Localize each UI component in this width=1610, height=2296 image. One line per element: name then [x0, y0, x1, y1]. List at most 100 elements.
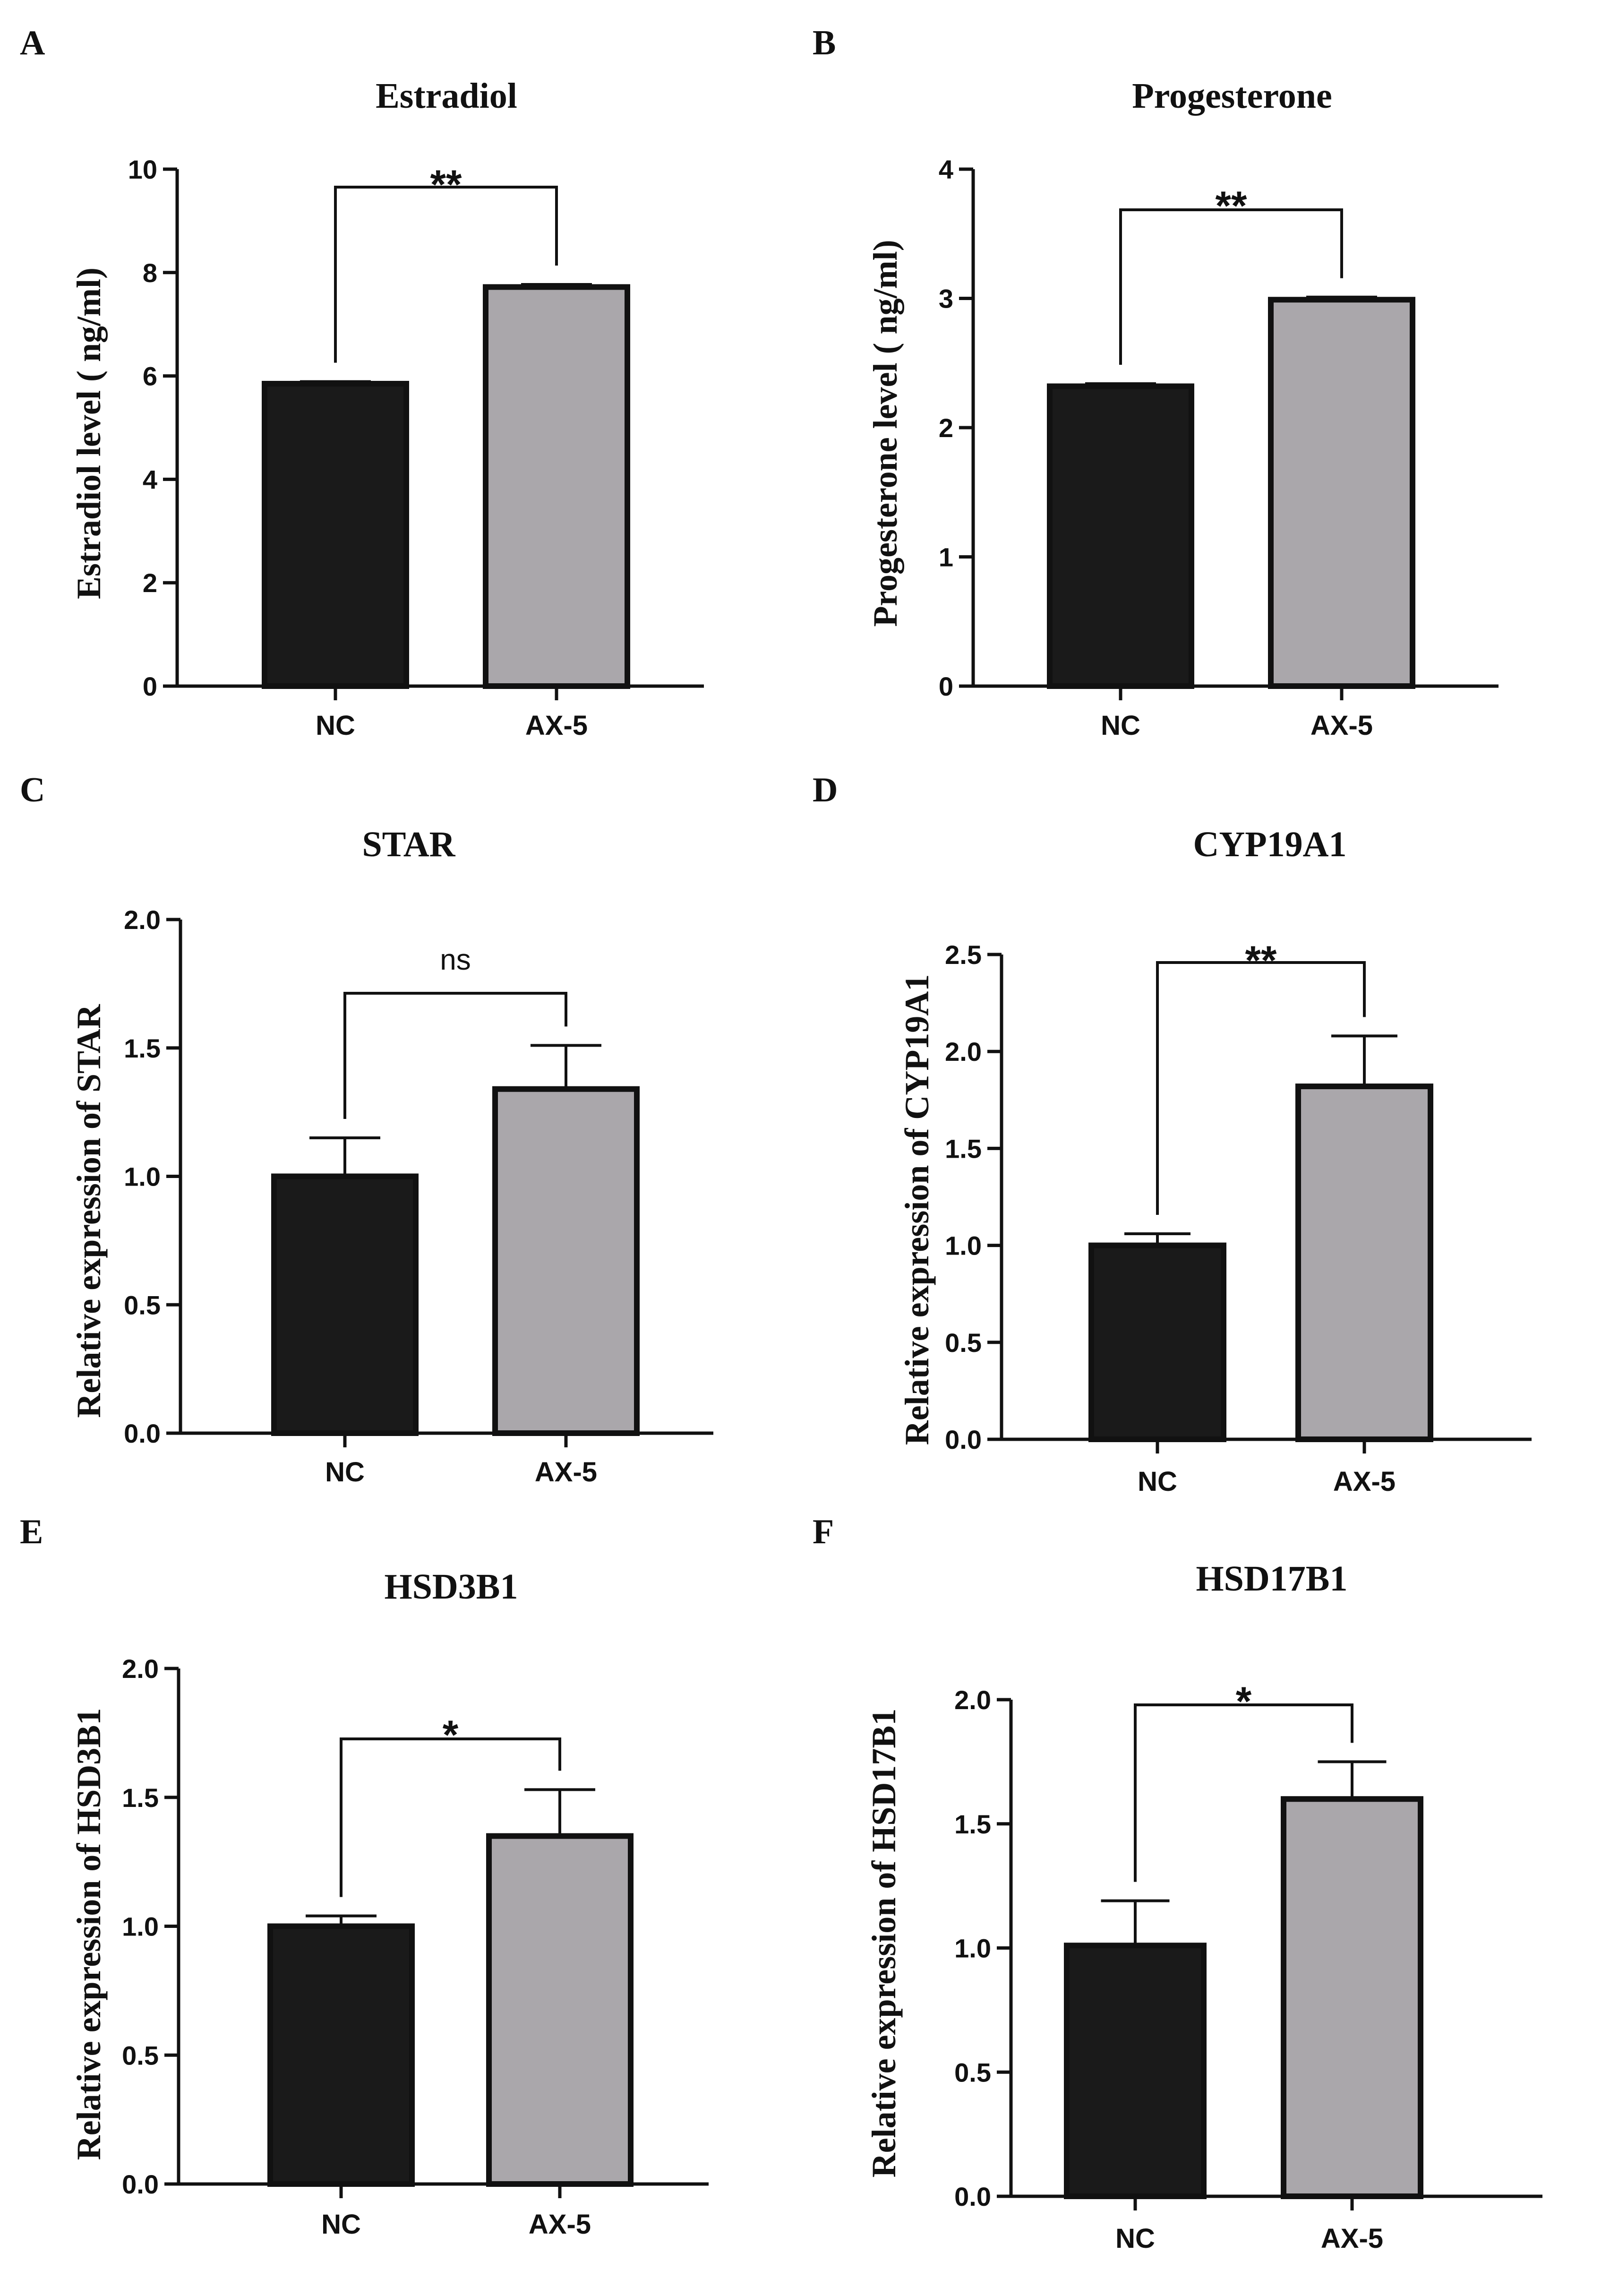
panel-e-x-tick-label-ax-5: AX-5: [529, 2209, 591, 2240]
panel-a-error-bar-ax-5: [521, 283, 592, 287]
panel-b-y-tick-label: 2: [939, 413, 953, 443]
panel-b-bar-ax-5: [1268, 297, 1415, 689]
panel-f-y-tick-label: 2.0: [954, 1685, 991, 1715]
panel-e-y-tick-label: 1.0: [122, 1912, 159, 1942]
panel-d-y-tick-label: 2.0: [945, 1037, 982, 1066]
panel-b-letter: B: [813, 24, 836, 62]
panel-f-y-tick-label: 0.5: [954, 2057, 991, 2087]
panel-a-x-tick-label-ax-5: AX-5: [525, 710, 588, 741]
panel-a-y-tick-label: 2: [143, 568, 157, 598]
panel-e-y-axis-label: Relative expression of HSD3B1: [70, 1708, 108, 2160]
panel-b-y-axis-label: Progesterone level ( ng/ml): [866, 240, 904, 627]
panel-a-significance-label: **: [430, 162, 462, 207]
panel-f-significance-bracket: [1134, 1703, 1353, 1882]
panel-c-y-tick-label: 1.5: [124, 1033, 161, 1063]
panel-c-title: STAR: [362, 825, 455, 864]
panel-c-letter: C: [20, 771, 45, 809]
panel-a-letter: A: [20, 24, 45, 62]
panel-d-y-tick-label: 0.5: [945, 1328, 982, 1358]
panel-b-y-tick-label: 1: [939, 542, 953, 572]
panel-b-significance-bracket: [1119, 208, 1343, 365]
panel-b-error-bar-nc: [1085, 382, 1156, 387]
panel-d-x-tick-label-nc: NC: [1138, 1466, 1177, 1497]
panel-a-y-tick-label: 8: [143, 258, 157, 288]
panel-f-y-tick-label: 1.0: [954, 1934, 991, 1963]
panel-f-x-tick-label-nc: NC: [1115, 2223, 1155, 2254]
panel-e-letter: E: [20, 1513, 43, 1551]
panel-a-x-tick-label-nc: NC: [316, 710, 355, 741]
panel-b-title: Progesterone: [1132, 76, 1332, 116]
panel-c-bar-ax-5: [492, 1086, 640, 1436]
panel-d-title: CYP19A1: [1193, 825, 1346, 864]
panel-a-y-tick-label: 0: [143, 671, 157, 701]
panel-e-error-bar-ax-5: [524, 1788, 595, 1836]
panel-e: E HSD3B1 Relative expression of HSD3B1 0.0 0…: [20, 1513, 709, 2240]
panel-e-title: HSD3B1: [385, 1567, 518, 1607]
panel-b-error-bar-ax-5: [1306, 295, 1377, 300]
panel-f-bar-nc: [1064, 1943, 1207, 2200]
panel-e-bar-ax-5: [486, 1833, 634, 2187]
panel-d-significance-bracket: [1156, 961, 1366, 1215]
panel-c: C STAR Relative expression of STAR 0.0 0.5 1.…: [20, 771, 713, 1488]
panel-c-error-bar-ax-5: [531, 1044, 601, 1089]
panel-a-y-tick-label: 10: [128, 155, 157, 184]
panel-f-letter: F: [813, 1513, 834, 1551]
panel-e-error-bar-nc: [306, 1914, 377, 1926]
panel-f-x-tick-label-ax-5: AX-5: [1321, 2223, 1383, 2254]
panel-a-title: Estradiol: [376, 76, 517, 116]
panel-d-y-tick-label: 1.5: [945, 1134, 982, 1163]
panel-d-bar-ax-5: [1295, 1084, 1433, 1442]
panel-c-significance-label: ns: [440, 944, 471, 976]
panel-e-y-tick-label: 0.5: [122, 2040, 159, 2070]
panel-e-y-tick-label: 1.5: [122, 1783, 159, 1813]
panel-d-y-tick-label: 1.0: [945, 1231, 982, 1261]
panel-a-bar-ax-5: [483, 284, 630, 689]
panel-c-y-tick-label: 0.0: [124, 1419, 161, 1448]
panel-f-y-tick-label: 0.0: [954, 2182, 991, 2211]
panel-a-bar-nc: [262, 381, 409, 689]
panel-c-x-tick-label-nc: NC: [325, 1457, 365, 1488]
panel-c-y-tick-label: 0.5: [124, 1290, 161, 1320]
panel-b-x-tick-label-ax-5: AX-5: [1310, 710, 1373, 741]
panel-d-y-tick-label: 0.0: [945, 1425, 982, 1454]
panel-c-y-axis-label: Relative expression of STAR: [70, 1004, 108, 1418]
panel-e-y-tick-label: 0.0: [122, 2169, 159, 2199]
panel-f-error-bar-ax-5: [1318, 1760, 1387, 1799]
panel-c-bar-nc: [271, 1173, 419, 1436]
panel-b: B Progesterone Progesterone level ( ng/ml)…: [813, 24, 1499, 741]
panel-d-letter: D: [813, 771, 838, 809]
panel-e-significance-bracket: [340, 1737, 561, 1897]
panel-c-y-tick-label: 2.0: [124, 905, 161, 935]
panel-a-y-tick-label: 6: [143, 361, 157, 391]
panel-f-error-bar-nc: [1101, 1899, 1170, 1946]
panel-f-title: HSD17B1: [1196, 1559, 1348, 1599]
panel-e-significance-label: *: [443, 1712, 459, 1758]
panel-c-significance-bracket: [343, 992, 567, 1119]
panel-c-error-bar-nc: [309, 1136, 380, 1177]
panel-d-error-bar-ax-5: [1331, 1034, 1397, 1087]
panel-a: A Estradiol Estradiol level ( ng/ml) 0 2 4 6 8 1…: [20, 24, 704, 741]
panel-b-y-tick-label: 0: [939, 671, 953, 701]
panel-d-y-tick-label: 2.5: [945, 940, 982, 970]
panel-e-bar-nc: [267, 1923, 415, 2187]
panel-a-error-bar-nc: [300, 380, 371, 384]
panel-d-x-tick-label-ax-5: AX-5: [1333, 1466, 1396, 1497]
panel-b-y-tick-label: 4: [939, 155, 953, 184]
panel-c-y-tick-label: 1.0: [124, 1162, 161, 1192]
panel-e-x-tick-label-nc: NC: [321, 2209, 361, 2240]
panel-a-y-axis-label: Estradiol level ( ng/ml): [70, 267, 108, 599]
panel-f: F HSD17B1 Relative expression of HSD17B1 0.…: [813, 1513, 1542, 2254]
panel-e-y-tick-label: 2.0: [122, 1654, 159, 1684]
panel-d-significance-label: **: [1245, 938, 1277, 983]
panel-d-bar-nc: [1088, 1242, 1226, 1443]
panel-b-y-tick-label: 3: [939, 284, 953, 314]
panel-d-error-bar-nc: [1124, 1232, 1190, 1246]
panel-f-significance-label: *: [1236, 1679, 1252, 1724]
panel-f-y-tick-label: 1.5: [954, 1809, 991, 1839]
panel-f-bar-ax-5: [1281, 1796, 1423, 2199]
panel-a-significance-bracket: [334, 186, 558, 363]
panel-b-x-tick-label-nc: NC: [1101, 710, 1140, 741]
panel-f-y-axis-label: Relative expression of HSD17B1: [865, 1709, 903, 2178]
panel-b-significance-label: **: [1216, 183, 1247, 229]
